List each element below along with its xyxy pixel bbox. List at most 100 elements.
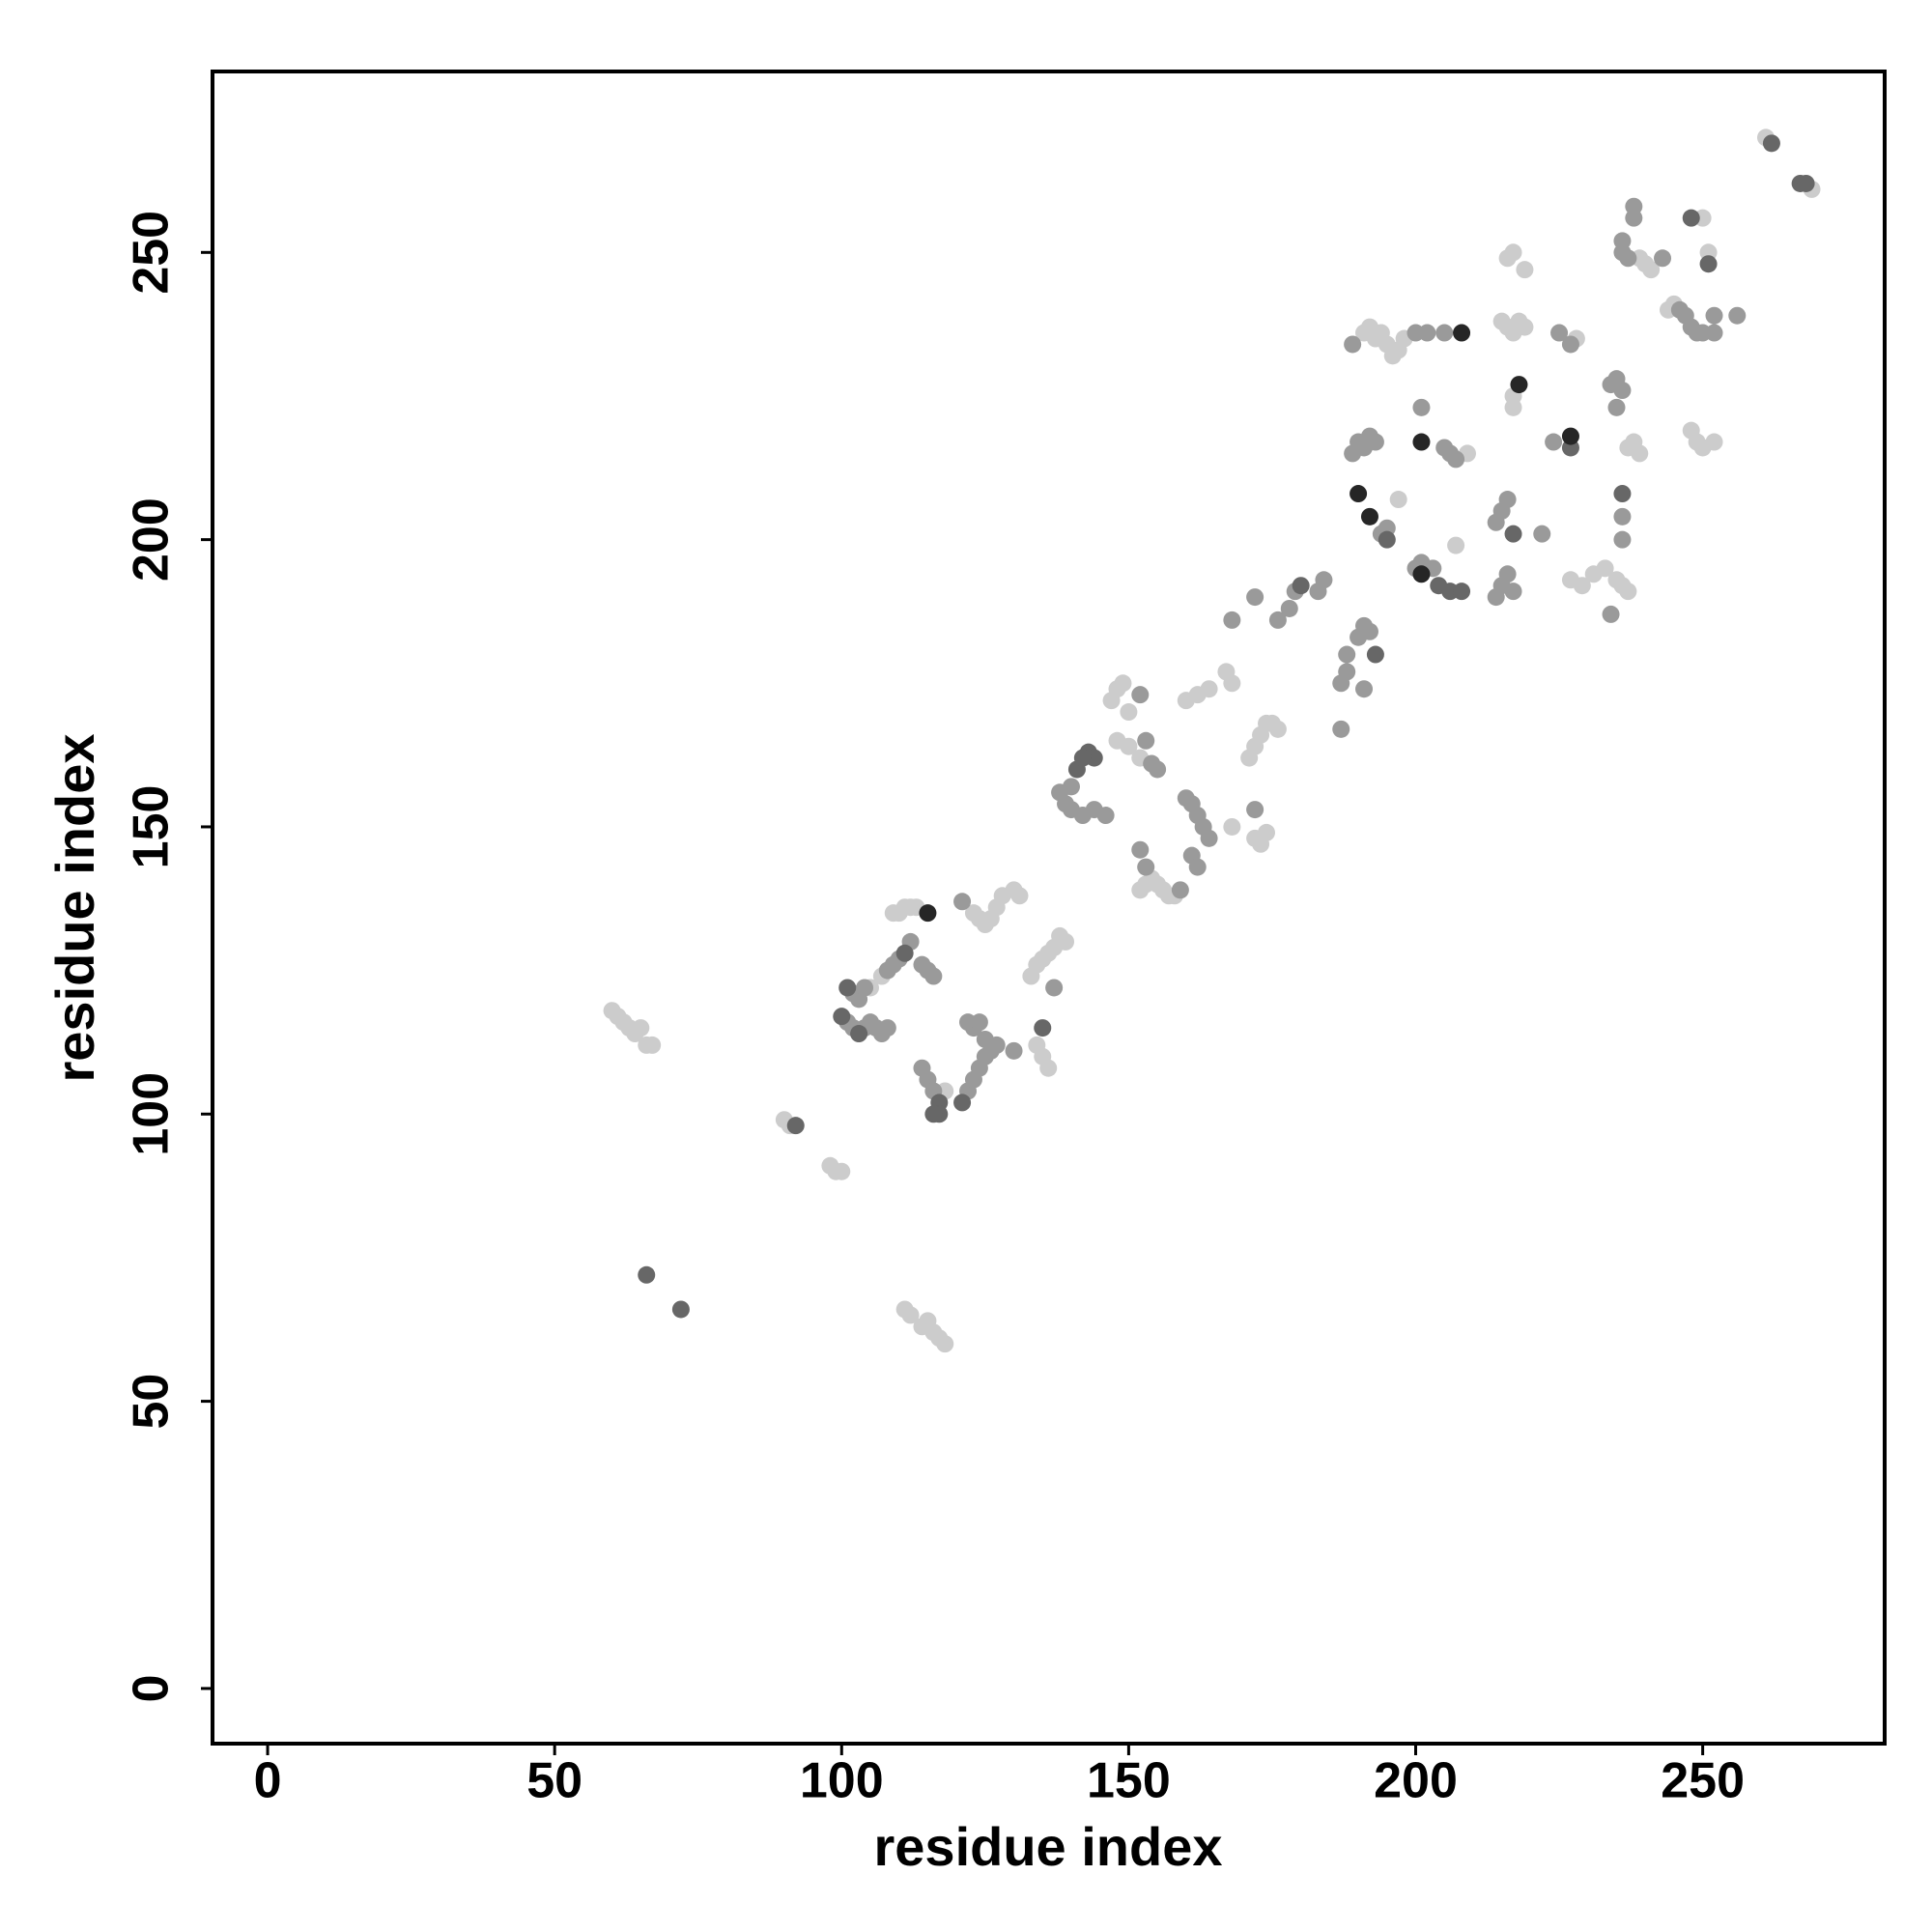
point bbox=[1268, 611, 1287, 629]
point bbox=[1728, 306, 1747, 325]
point bbox=[850, 1025, 868, 1043]
point bbox=[1338, 645, 1356, 664]
x-tick-label: 250 bbox=[1661, 1753, 1745, 1809]
point bbox=[1447, 450, 1465, 469]
point bbox=[1504, 582, 1522, 601]
point bbox=[838, 979, 857, 997]
point bbox=[632, 1019, 650, 1037]
point bbox=[953, 893, 972, 911]
x-tick-label: 150 bbox=[1087, 1753, 1171, 1809]
point bbox=[1005, 1041, 1023, 1060]
point bbox=[1607, 398, 1626, 416]
point bbox=[1516, 318, 1534, 336]
point bbox=[936, 1335, 954, 1353]
point bbox=[1315, 571, 1333, 589]
point bbox=[1619, 582, 1637, 601]
point bbox=[1114, 674, 1132, 693]
y-tick-label: 0 bbox=[124, 1674, 180, 1702]
point bbox=[1360, 507, 1378, 526]
plot-frame bbox=[211, 70, 1887, 1746]
point bbox=[1057, 932, 1075, 951]
point bbox=[1533, 525, 1551, 543]
point bbox=[1366, 433, 1384, 451]
point bbox=[1613, 485, 1632, 503]
point bbox=[976, 1030, 994, 1048]
point bbox=[1073, 749, 1092, 767]
x-tick-label: 0 bbox=[254, 1753, 282, 1809]
point bbox=[970, 1013, 988, 1032]
x-tick-label: 50 bbox=[526, 1753, 582, 1809]
point bbox=[1516, 261, 1534, 279]
point bbox=[1258, 823, 1276, 841]
point bbox=[1188, 858, 1207, 876]
point bbox=[1360, 622, 1378, 640]
point bbox=[1389, 491, 1407, 509]
y-axis-title: residue index bbox=[44, 733, 105, 1082]
y-tick-label: 100 bbox=[124, 1072, 180, 1156]
point bbox=[1338, 663, 1356, 681]
point bbox=[1498, 565, 1517, 583]
point bbox=[1246, 801, 1264, 819]
point bbox=[924, 967, 943, 985]
point bbox=[833, 1162, 851, 1180]
point bbox=[1200, 680, 1218, 698]
point bbox=[1573, 577, 1591, 595]
point bbox=[1682, 209, 1700, 227]
point bbox=[1762, 134, 1780, 153]
point bbox=[1613, 382, 1632, 400]
point bbox=[924, 1105, 943, 1123]
point bbox=[901, 1306, 920, 1324]
point bbox=[1504, 243, 1522, 262]
point bbox=[1654, 249, 1672, 268]
point bbox=[1412, 565, 1431, 583]
point bbox=[1268, 720, 1287, 738]
point bbox=[1344, 335, 1362, 354]
y-tick-label: 50 bbox=[124, 1374, 180, 1430]
point bbox=[1223, 674, 1241, 693]
point bbox=[1545, 433, 1563, 451]
x-tick-label: 200 bbox=[1374, 1753, 1458, 1809]
y-tick-label: 150 bbox=[124, 785, 180, 869]
point bbox=[1613, 530, 1632, 549]
point bbox=[1510, 376, 1528, 394]
point bbox=[1625, 197, 1643, 215]
point bbox=[1550, 324, 1569, 342]
point bbox=[1200, 829, 1218, 847]
point bbox=[1045, 979, 1064, 997]
point bbox=[1131, 686, 1150, 704]
point bbox=[1705, 433, 1723, 451]
point bbox=[1292, 577, 1310, 595]
point bbox=[1355, 680, 1374, 698]
point bbox=[1705, 306, 1723, 325]
point bbox=[919, 904, 937, 923]
point bbox=[1246, 588, 1264, 607]
point bbox=[643, 1036, 662, 1054]
point bbox=[638, 1265, 656, 1284]
point bbox=[1699, 255, 1718, 273]
point bbox=[1418, 324, 1436, 342]
point bbox=[1561, 427, 1579, 445]
point bbox=[1435, 324, 1454, 342]
point bbox=[1705, 324, 1723, 342]
point bbox=[1137, 858, 1155, 876]
point bbox=[1602, 605, 1620, 623]
point bbox=[1096, 807, 1115, 825]
point bbox=[833, 1008, 851, 1026]
point bbox=[1010, 887, 1029, 905]
x-axis-title: residue index bbox=[873, 1816, 1222, 1877]
point bbox=[1120, 703, 1138, 722]
point bbox=[1332, 720, 1350, 738]
point bbox=[1366, 645, 1384, 664]
point bbox=[1131, 840, 1150, 859]
point bbox=[1504, 525, 1522, 543]
point bbox=[1039, 1059, 1058, 1077]
y-tick-label: 200 bbox=[124, 497, 180, 582]
point bbox=[1596, 559, 1614, 578]
x-tick-label: 100 bbox=[800, 1753, 884, 1809]
point bbox=[1797, 174, 1815, 192]
point bbox=[1149, 760, 1167, 779]
point bbox=[895, 944, 914, 962]
point bbox=[1642, 261, 1661, 279]
point bbox=[671, 1300, 690, 1319]
